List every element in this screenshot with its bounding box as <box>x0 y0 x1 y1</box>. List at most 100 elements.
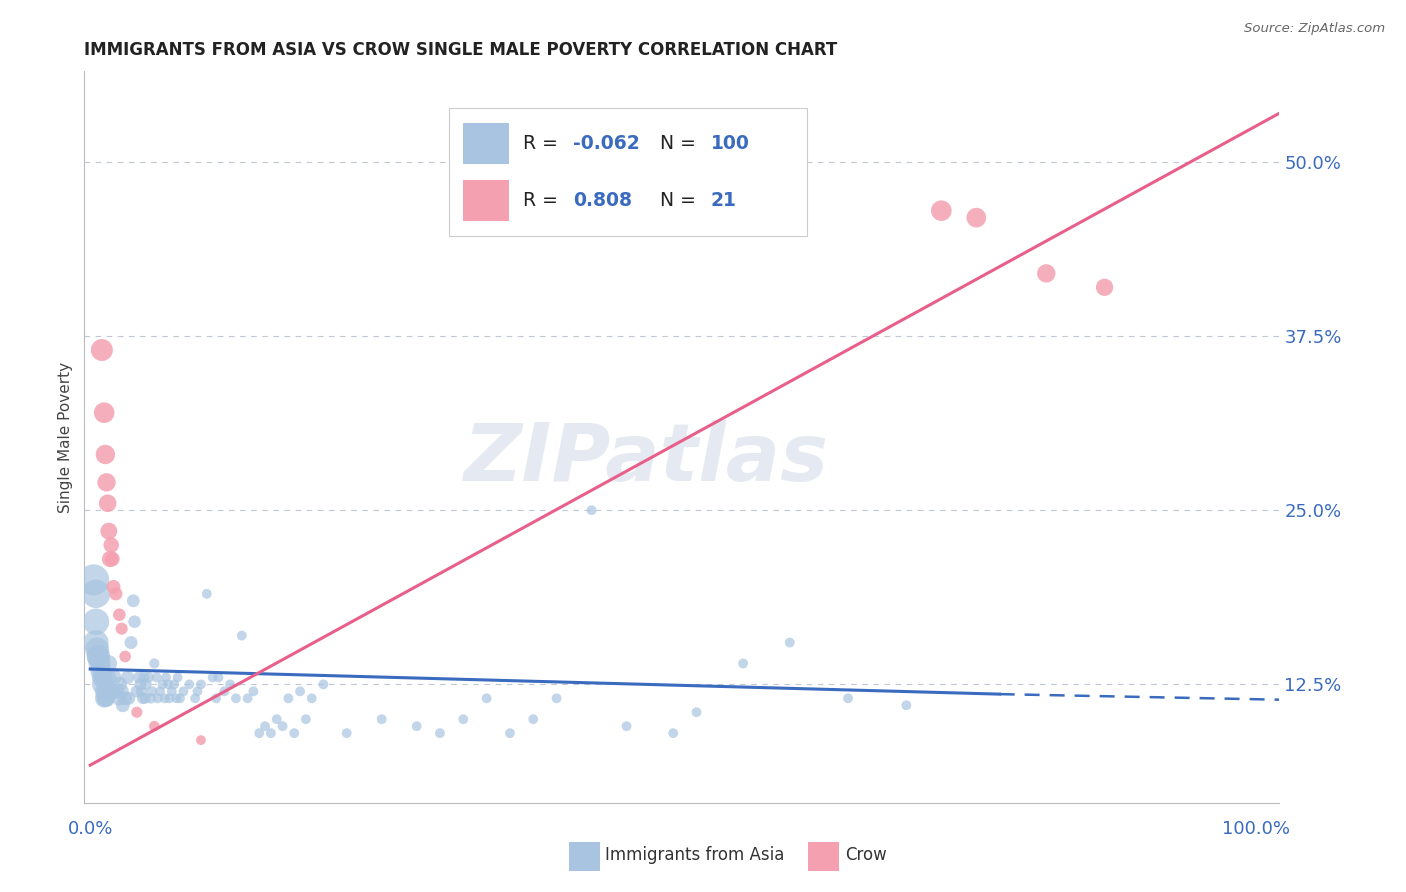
Point <box>225 691 247 706</box>
Point <box>93 684 115 698</box>
Point <box>97 657 120 671</box>
Text: N =: N = <box>661 135 702 153</box>
Point <box>145 670 167 684</box>
Point <box>166 691 188 706</box>
Point <box>90 664 112 678</box>
Text: 21: 21 <box>710 191 737 210</box>
Point <box>93 691 115 706</box>
Point <box>97 524 120 538</box>
Text: Immigrants from Asia: Immigrants from Asia <box>605 846 785 863</box>
Point <box>159 691 181 706</box>
Point <box>98 552 121 566</box>
Point <box>205 691 228 706</box>
Text: ZIPatlas: ZIPatlas <box>464 420 828 498</box>
Point <box>146 691 169 706</box>
Point <box>91 670 114 684</box>
Point <box>108 607 131 622</box>
Point <box>1094 280 1116 294</box>
Point <box>779 635 801 649</box>
Point <box>271 719 294 733</box>
Point <box>370 712 392 726</box>
Point <box>166 670 188 684</box>
Point <box>100 684 122 698</box>
Point <box>179 677 201 691</box>
Point <box>160 684 183 698</box>
Point <box>100 538 122 552</box>
Point <box>90 343 112 357</box>
Point <box>475 691 498 706</box>
Point <box>546 691 568 706</box>
Point <box>84 635 107 649</box>
Point <box>616 719 638 733</box>
Point <box>101 552 124 566</box>
Point <box>117 670 139 684</box>
Point <box>207 670 229 684</box>
Text: 100.0%: 100.0% <box>1222 820 1291 838</box>
Point <box>429 726 451 740</box>
Point <box>499 726 522 740</box>
Point <box>104 587 127 601</box>
Point <box>219 677 242 691</box>
Point <box>103 670 125 684</box>
Point <box>84 587 107 601</box>
Text: IMMIGRANTS FROM ASIA VS CROW SINGLE MALE POVERTY CORRELATION CHART: IMMIGRANTS FROM ASIA VS CROW SINGLE MALE… <box>84 41 838 59</box>
Point <box>131 691 153 706</box>
Point <box>114 691 136 706</box>
Point <box>86 642 108 657</box>
Point <box>83 573 105 587</box>
Point <box>89 657 111 671</box>
Text: 0.0%: 0.0% <box>67 820 112 838</box>
Point <box>94 448 117 462</box>
Text: Source: ZipAtlas.com: Source: ZipAtlas.com <box>1244 22 1385 36</box>
Text: R =: R = <box>523 191 564 210</box>
Point <box>125 705 148 719</box>
Point <box>931 203 953 218</box>
Point <box>283 726 305 740</box>
Text: R =: R = <box>523 135 564 153</box>
Point <box>581 503 603 517</box>
Point <box>103 580 125 594</box>
Point <box>125 684 148 698</box>
Point <box>111 622 134 636</box>
Point <box>132 670 155 684</box>
Text: N =: N = <box>661 191 702 210</box>
Point <box>114 649 136 664</box>
Point <box>266 712 288 726</box>
Point <box>733 657 755 671</box>
Point <box>236 691 259 706</box>
Point <box>96 475 118 490</box>
Point <box>190 733 212 747</box>
Point <box>120 635 142 649</box>
Point <box>118 691 141 706</box>
Point <box>277 691 299 706</box>
Point <box>837 691 859 706</box>
Point <box>139 691 162 706</box>
Point <box>896 698 918 713</box>
Point <box>201 670 224 684</box>
Point <box>128 670 150 684</box>
Point <box>453 712 475 726</box>
Point <box>111 684 134 698</box>
Point <box>131 684 153 698</box>
Point <box>157 677 180 691</box>
Point <box>97 670 120 684</box>
Point <box>1035 266 1057 280</box>
Point <box>96 691 118 706</box>
Point <box>104 684 127 698</box>
Point <box>129 677 152 691</box>
Point <box>138 670 160 684</box>
Point <box>172 684 194 698</box>
Text: 0.808: 0.808 <box>574 191 633 210</box>
Point <box>90 677 112 691</box>
FancyBboxPatch shape <box>449 108 807 235</box>
Point <box>301 691 323 706</box>
Text: 100: 100 <box>710 135 749 153</box>
Point <box>84 615 107 629</box>
Point <box>214 684 236 698</box>
Point <box>87 649 110 664</box>
Point <box>94 691 117 706</box>
Point <box>108 691 131 706</box>
Point <box>87 649 110 664</box>
Point <box>124 615 146 629</box>
Point <box>169 691 191 706</box>
